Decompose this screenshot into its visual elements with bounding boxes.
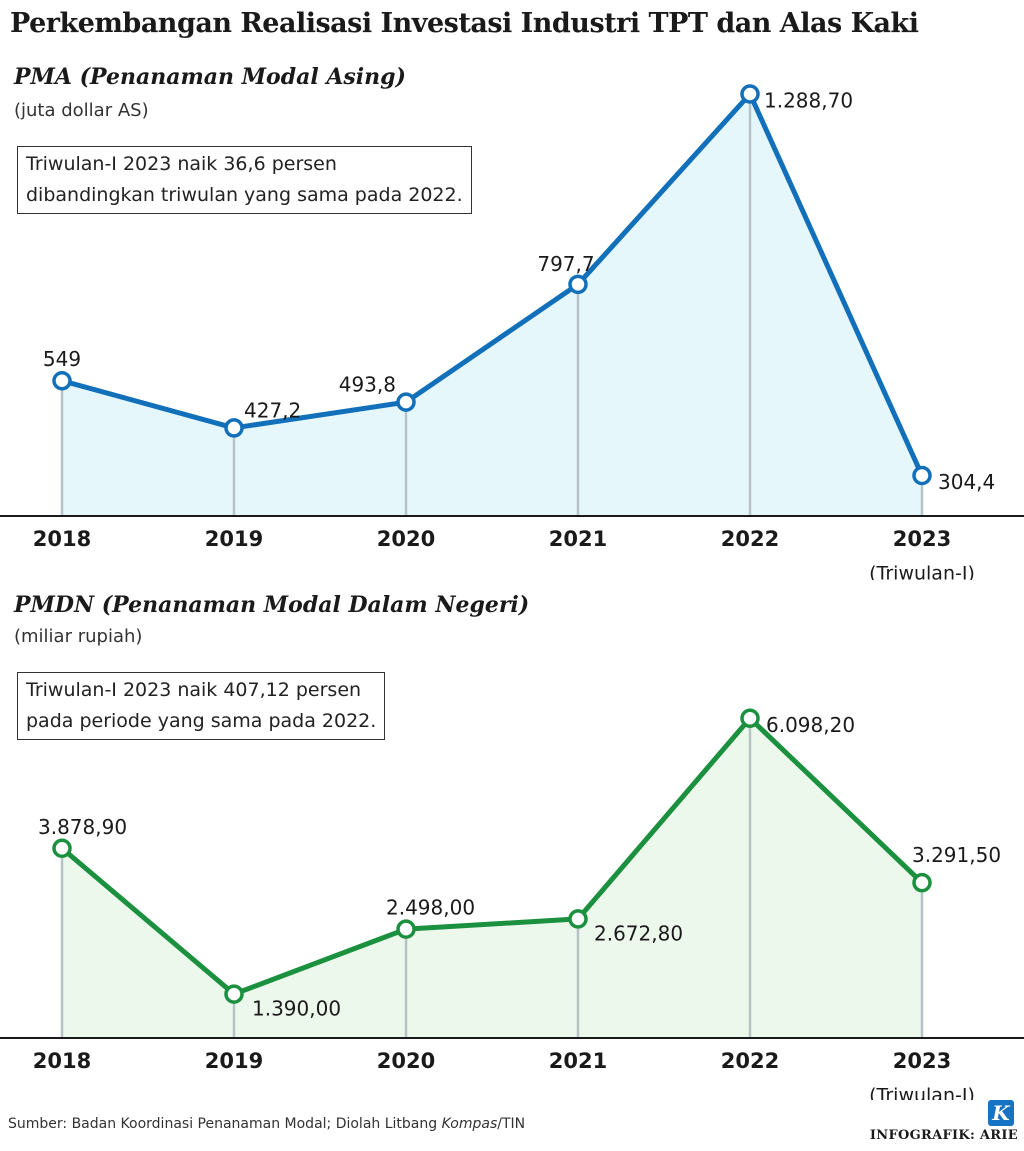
source-note: Sumber: Badan Koordinasi Penanaman Modal…: [8, 1116, 526, 1132]
pmdn-point-2022: [740, 708, 760, 729]
pma-point-2019: [224, 418, 244, 438]
pmdn-series-line: [59, 715, 925, 997]
pmdn-unit: (miliar rupiah): [14, 626, 143, 647]
pmdn-tick-sublabel-2023: (Triwulan-I): [869, 1085, 975, 1101]
pma-point-2021: [568, 274, 588, 295]
pma-data-label-2021: 797,7: [537, 252, 594, 276]
pma-tick-sublabel-2023: (Triwulan-I): [869, 563, 975, 581]
pma-tick-label-2018: 2018: [33, 527, 91, 551]
pmdn-point-2020: [396, 919, 416, 939]
pma-point-2022: [740, 84, 760, 104]
pmdn-tick-label-2019: 2019: [205, 1049, 263, 1073]
pmdn-data-label-2018: 3.878,90: [38, 815, 127, 839]
pma-point-2020: [396, 392, 416, 412]
pma-tick-label-2023: 2023: [893, 527, 951, 551]
pma-tick-label-2022: 2022: [721, 527, 779, 551]
pmdn-data-label-2021: 2.672,80: [594, 921, 683, 945]
pma-data-label-2022: 1.288,70: [764, 89, 853, 113]
pmdn-tick-label-2022: 2022: [721, 1049, 779, 1073]
pmdn-tick-label-2018: 2018: [33, 1049, 91, 1073]
page-title: Perkembangan Realisasi Investasi Industr…: [10, 8, 919, 39]
pma-point-2023: [912, 465, 932, 486]
pma-note-line-1: Triwulan-I 2023 naik 36,6 persen: [26, 153, 337, 175]
pmdn-point-2019: [224, 984, 244, 1004]
kompas-logo: K: [988, 1100, 1014, 1126]
pma-note-box: Triwulan-I 2023 naik 36,6 persen dibandi…: [17, 146, 472, 214]
pma-area-fill: [62, 94, 922, 517]
pma-data-label-2019: 427,2: [244, 398, 301, 422]
pmdn-tick-label-2021: 2021: [549, 1049, 607, 1073]
pmdn-point-2021: [568, 909, 588, 929]
pma-series-line: [59, 91, 925, 479]
pmdn-title: PMDN (Penanaman Modal Dalam Negeri): [14, 592, 530, 618]
pma-tick-label-2021: 2021: [549, 527, 607, 551]
pma-unit: (juta dollar AS): [14, 100, 149, 121]
pmdn-tick-label-2023: 2023: [893, 1049, 951, 1073]
pma-title: PMA (Penanaman Modal Asing): [14, 64, 406, 90]
pmdn-note-line-2: pada periode yang sama pada 2022.: [26, 710, 377, 732]
pma-tick-label-2020: 2020: [377, 527, 435, 551]
pmdn-point-2018: [52, 838, 72, 859]
pma-point-2018: [52, 370, 72, 391]
infographic-credit: INFOGRAFIK: ARIE: [869, 1128, 1018, 1143]
pmdn-data-label-2020: 2.498,00: [386, 896, 475, 920]
pma-chart: 549 427,2 493,8 797,7 1.288,70 304,4 2018 2019 2…: [0, 84, 1024, 581]
pmdn-tick-label-2020: 2020: [377, 1049, 435, 1073]
pmdn-note-box: Triwulan-I 2023 naik 407,12 persen pada …: [17, 672, 386, 740]
pmdn-point-2023: [912, 872, 932, 893]
pma-data-label-2020: 493,8: [339, 373, 396, 397]
pma-note-line-2: dibandingkan triwulan yang sama pada 202…: [26, 184, 463, 206]
pmdn-data-label-2019: 1.390,00: [252, 997, 341, 1021]
pma-data-label-2023: 304,4: [938, 470, 995, 494]
pmdn-chart: 3.878,90 1.390,00 2.498,00 2.672,80 6.098,20…: [0, 708, 1024, 1101]
pmdn-data-label-2022: 6.098,20: [766, 713, 855, 737]
pma-data-label-2018: 549: [43, 347, 81, 371]
pmdn-data-label-2023: 3.291,50: [912, 843, 1001, 867]
pma-tick-label-2019: 2019: [205, 527, 263, 551]
pmdn-note-line-1: Triwulan-I 2023 naik 407,12 persen: [26, 679, 362, 701]
pmdn-area-fill: [62, 718, 922, 1038]
